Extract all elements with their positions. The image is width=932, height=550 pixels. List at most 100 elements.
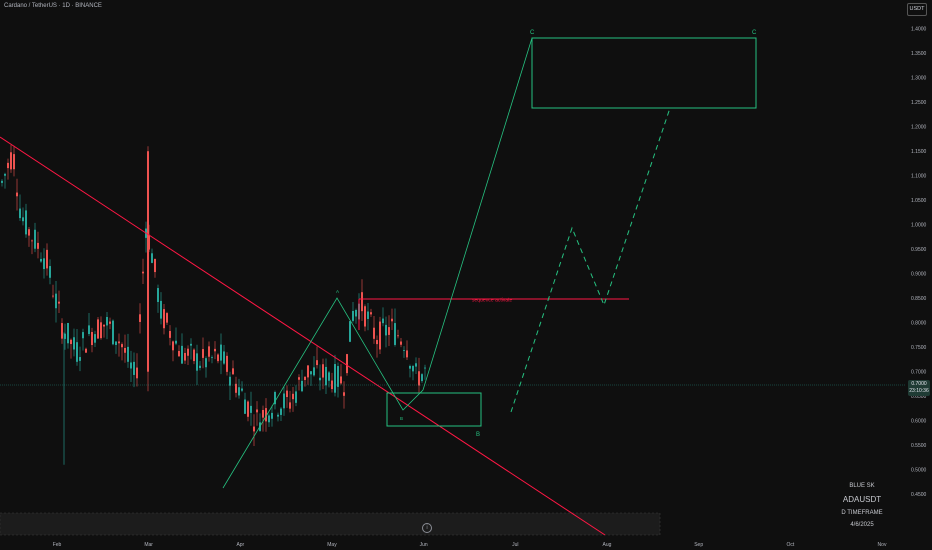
candle-body <box>394 323 396 345</box>
candle-body <box>289 402 291 409</box>
candle-body <box>409 365 411 369</box>
candle-body <box>106 316 108 326</box>
candle-body <box>199 365 201 368</box>
candle-body <box>265 408 267 422</box>
candle-body <box>88 325 90 335</box>
candle-body <box>364 306 366 327</box>
x-tick-label: Sep <box>694 542 703 548</box>
y-tick-label: 0.9000 <box>911 272 927 278</box>
candle-body <box>343 392 345 396</box>
candle-body <box>424 367 426 369</box>
candle-body <box>46 249 48 269</box>
candle-body <box>229 376 231 386</box>
candle-body <box>223 351 225 364</box>
y-tick-label: 1.3000 <box>911 76 927 82</box>
candle-body <box>76 342 78 362</box>
candle-body <box>316 360 318 366</box>
y-tick-label: 1.4000 <box>911 27 927 33</box>
candle-body <box>340 376 342 384</box>
info-icon[interactable]: i <box>422 523 432 533</box>
candle-body <box>175 340 177 344</box>
candle-body <box>109 321 111 324</box>
candle-body <box>322 364 324 378</box>
candle-body <box>238 387 240 396</box>
candle-body <box>115 341 117 345</box>
candle-body <box>151 253 153 263</box>
candle-body <box>220 344 222 361</box>
candle-body <box>304 376 306 381</box>
candle-body <box>94 334 96 343</box>
candle-body <box>184 352 186 361</box>
candle-body <box>147 151 149 372</box>
candle-body <box>379 321 381 350</box>
watermark-symbol: ADAUSDT <box>842 495 882 504</box>
candle-body <box>232 368 234 375</box>
candle-body <box>367 311 369 319</box>
candle-body <box>280 408 282 415</box>
candle-body <box>22 217 24 222</box>
candle-body <box>397 335 399 337</box>
y-tick-label: 0.8000 <box>911 321 927 327</box>
candle-body <box>55 293 57 309</box>
watermark-date: 4/6/2025 <box>850 522 874 528</box>
y-tick-label: 1.0000 <box>911 223 927 229</box>
candle-body <box>388 327 390 335</box>
candle-body <box>403 350 405 351</box>
candle-body <box>142 271 144 274</box>
downtrend-line <box>0 136 606 536</box>
y-tick-label: 1.1000 <box>911 174 927 180</box>
candle-body <box>301 380 303 392</box>
candle-body <box>100 322 102 339</box>
candle-body <box>130 362 132 369</box>
candle-body <box>319 377 321 381</box>
price-axis: 1.4000 1.3500 1.3000 1.2500 1.2000 1.1500 1.10… <box>911 27 927 499</box>
candle-body <box>7 162 9 169</box>
candle-body <box>355 309 357 317</box>
y-tick-label: 0.5000 <box>911 468 927 474</box>
projection-path <box>510 107 671 413</box>
y-tick-label: 0.7500 <box>911 345 927 351</box>
candle-body <box>211 357 213 359</box>
candle-body <box>157 288 159 302</box>
candle-body <box>268 415 270 423</box>
candle-body <box>373 327 375 339</box>
volume-band <box>0 512 661 536</box>
label-wave-a: A <box>336 289 339 294</box>
y-tick-label: 0.6500 <box>911 394 927 400</box>
x-tick-label: Feb <box>53 542 62 548</box>
candles <box>1 144 426 465</box>
candle-body <box>169 330 171 338</box>
drawings <box>0 37 905 536</box>
x-tick-label: Oct <box>786 542 794 548</box>
candle-body <box>61 323 63 339</box>
candle-body <box>313 367 315 376</box>
y-tick-label: 1.2500 <box>911 100 927 106</box>
candle-body <box>166 313 168 323</box>
time-axis: Feb Mar Apr May Jun Jul Aug Sep Oct Nov <box>53 542 887 548</box>
x-tick-label: Apr <box>236 542 244 548</box>
candle-body <box>160 300 162 319</box>
candle-body <box>79 357 81 361</box>
candle-body <box>37 242 39 249</box>
candle-body <box>70 339 72 345</box>
candle-body <box>1 180 3 183</box>
label-c-left: C <box>530 30 535 36</box>
candle-body <box>334 364 336 393</box>
last-price: 0.7000 <box>911 381 927 387</box>
candle-body <box>271 412 273 419</box>
candle-body <box>196 353 198 371</box>
label-box-b: B <box>476 432 480 438</box>
candle-body <box>328 372 330 381</box>
candle-body <box>361 292 363 312</box>
candle-body <box>4 173 6 176</box>
currency-selector[interactable]: USDT <box>907 3 927 16</box>
candle-body <box>370 312 372 315</box>
candle-body <box>283 393 285 409</box>
candle-body <box>181 345 183 364</box>
last-price-badge: 0.7000 23:10:36 <box>908 380 930 396</box>
candle-body <box>28 229 30 236</box>
candle-body <box>208 346 210 357</box>
candle-body <box>43 258 45 270</box>
candle-body <box>85 348 87 353</box>
